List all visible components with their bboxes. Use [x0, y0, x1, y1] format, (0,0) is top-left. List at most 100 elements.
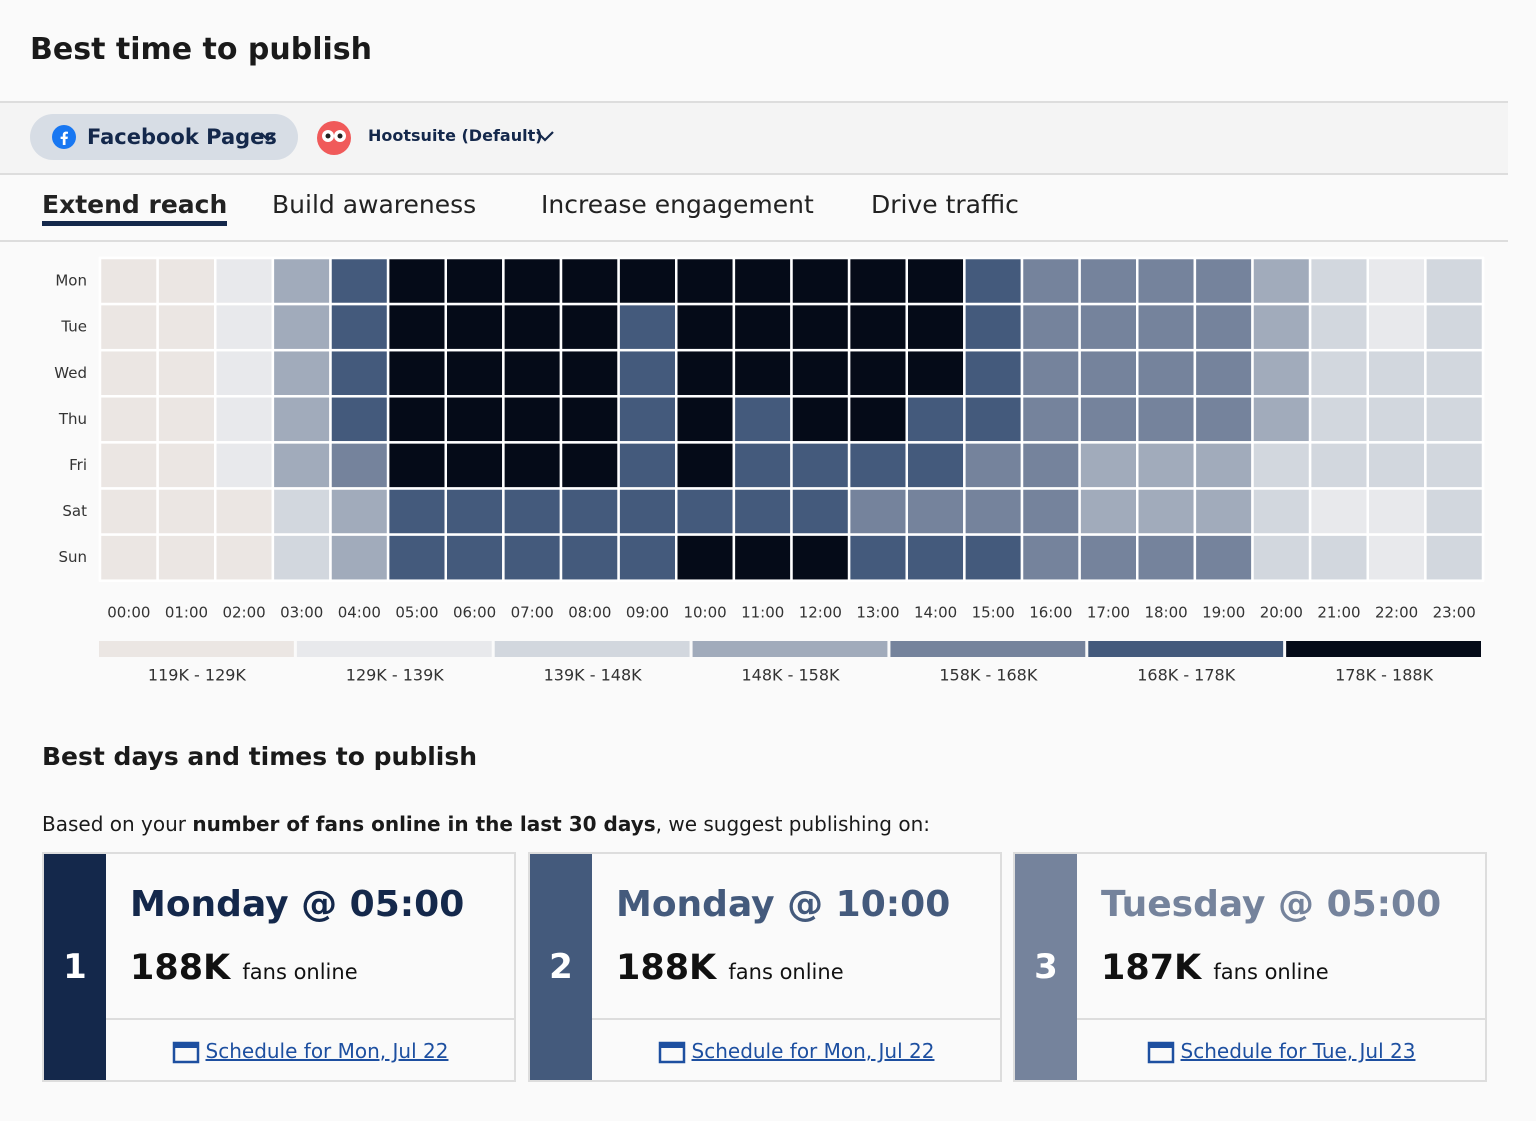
tab[interactable]: Extend reach — [42, 190, 228, 226]
heatmap-cell — [1193, 256, 1254, 306]
calendar-icon — [658, 1041, 685, 1064]
heatmap-cell — [790, 395, 851, 444]
text: , we suggest publishing on: — [655, 812, 930, 836]
heatmap-cell — [905, 348, 966, 398]
rank: 3 — [1015, 854, 1077, 1080]
heatmap-cell — [732, 256, 793, 306]
heatmap-cell — [1251, 533, 1312, 582]
heatmap-cell — [790, 348, 851, 398]
heatmap-cell — [1424, 348, 1485, 398]
heatmap-cell — [1366, 302, 1427, 352]
heatmap-cell — [386, 348, 447, 398]
heatmap-cell — [847, 487, 908, 536]
heatmap-cell — [559, 302, 620, 352]
heatmap-cell — [214, 395, 275, 444]
column-label: 14:00 — [914, 604, 957, 622]
column-label: 06:00 — [453, 604, 496, 622]
heatmap-cell — [271, 348, 332, 398]
heatmap-cell — [329, 256, 390, 306]
heatmap-cell — [1136, 487, 1197, 536]
unit: fans online — [728, 960, 844, 984]
heatmap-cell — [386, 533, 447, 582]
tab[interactable]: Increase engagement — [541, 190, 814, 219]
heatmap-cell — [675, 487, 736, 536]
tab[interactable]: Build awareness — [272, 190, 477, 219]
heatmap-cell — [1020, 441, 1081, 490]
heatmap-cell — [617, 487, 678, 536]
tab[interactable]: Drive traffic — [871, 190, 1019, 219]
heatmap-cell — [1136, 256, 1197, 306]
schedule-link[interactable]: Schedule for Mon, Jul 22 — [106, 1018, 514, 1082]
heatmap-cell — [156, 348, 217, 398]
heatmap-cell — [675, 302, 736, 352]
heatmap-cell — [214, 487, 275, 536]
heatmap-cell — [386, 395, 447, 444]
heatmap-cell — [675, 348, 736, 398]
heatmap-cell — [1308, 533, 1369, 582]
rank: 2 — [530, 854, 592, 1080]
heatmap-cell — [617, 533, 678, 582]
legend-label: 158K - 168K — [939, 666, 1038, 685]
schedule-link[interactable]: Schedule for Tue, Jul 23 — [1077, 1018, 1485, 1082]
heatmap-cell — [271, 395, 332, 444]
heatmap-cell — [271, 256, 332, 306]
heatmap-cell — [329, 533, 390, 582]
time: Monday @ 10:00 — [616, 884, 951, 925]
legend-label: 148K - 158K — [741, 666, 840, 685]
heatmap-cell — [617, 395, 678, 444]
heatmap-cell — [963, 348, 1024, 398]
column-label: 16:00 — [1029, 604, 1072, 622]
heatmap-cell — [98, 487, 159, 536]
network-select[interactable]: Facebook Pages — [30, 114, 298, 160]
heatmap-cell — [1136, 395, 1197, 444]
heatmap-cell — [444, 348, 505, 398]
column-label: 17:00 — [1087, 604, 1130, 622]
heatmap-cell — [1136, 441, 1197, 490]
time: Monday @ 05:00 — [130, 884, 465, 925]
heatmap-cell — [271, 441, 332, 490]
schedule-link[interactable]: Schedule for Mon, Jul 22 — [592, 1018, 1000, 1082]
heatmap-cell — [502, 256, 563, 306]
account-select[interactable]: Hootsuite (Default) — [368, 126, 543, 145]
heatmap-cell — [847, 395, 908, 444]
column-label: 03:00 — [280, 604, 323, 622]
heatmap-cell — [1020, 533, 1081, 582]
time: Tuesday @ 05:00 — [1101, 884, 1442, 925]
heatmap-cell — [1424, 302, 1485, 352]
heatmap-cell — [732, 302, 793, 352]
heatmap-cell — [1366, 348, 1427, 398]
heatmap-cell — [1251, 395, 1312, 444]
heatmap-cell — [559, 441, 620, 490]
heatmap-cell — [617, 348, 678, 398]
heatmap-cell — [1078, 487, 1139, 536]
heatmap-cell — [1078, 441, 1139, 490]
calendar-icon — [1147, 1041, 1174, 1064]
fans-count: 188K fans online — [616, 948, 844, 988]
heatmap-cell — [559, 395, 620, 444]
column-label: 08:00 — [568, 604, 611, 622]
heatmap-cell — [905, 395, 966, 444]
column-label: 00:00 — [107, 604, 150, 622]
heatmap-cell — [1136, 533, 1197, 582]
heatmap-cell — [1366, 395, 1427, 444]
suggestion-card: 3 Tuesday @ 05:00 187K fans online Schedule… — [1013, 852, 1487, 1082]
heatmap-cell — [386, 487, 447, 536]
heatmap-cell — [732, 533, 793, 582]
heatmap-cell — [675, 395, 736, 444]
heatmap-cell — [559, 533, 620, 582]
heatmap-cell — [1366, 256, 1427, 306]
legend-label: 129K - 139K — [346, 666, 445, 685]
heatmap-cell — [329, 395, 390, 444]
heatmap-cell — [1308, 302, 1369, 352]
column-label: 12:00 — [799, 604, 842, 622]
calendar-icon — [172, 1041, 199, 1064]
heatmap-cell — [214, 533, 275, 582]
section-title: Best days and times to publish — [42, 742, 478, 771]
heatmap-cell — [1251, 348, 1312, 398]
legend-label: 168K - 178K — [1137, 666, 1236, 685]
heatmap-cell — [963, 441, 1024, 490]
column-label: 04:00 — [338, 604, 381, 622]
heatmap-cell — [905, 256, 966, 306]
owl-icon — [317, 121, 351, 155]
